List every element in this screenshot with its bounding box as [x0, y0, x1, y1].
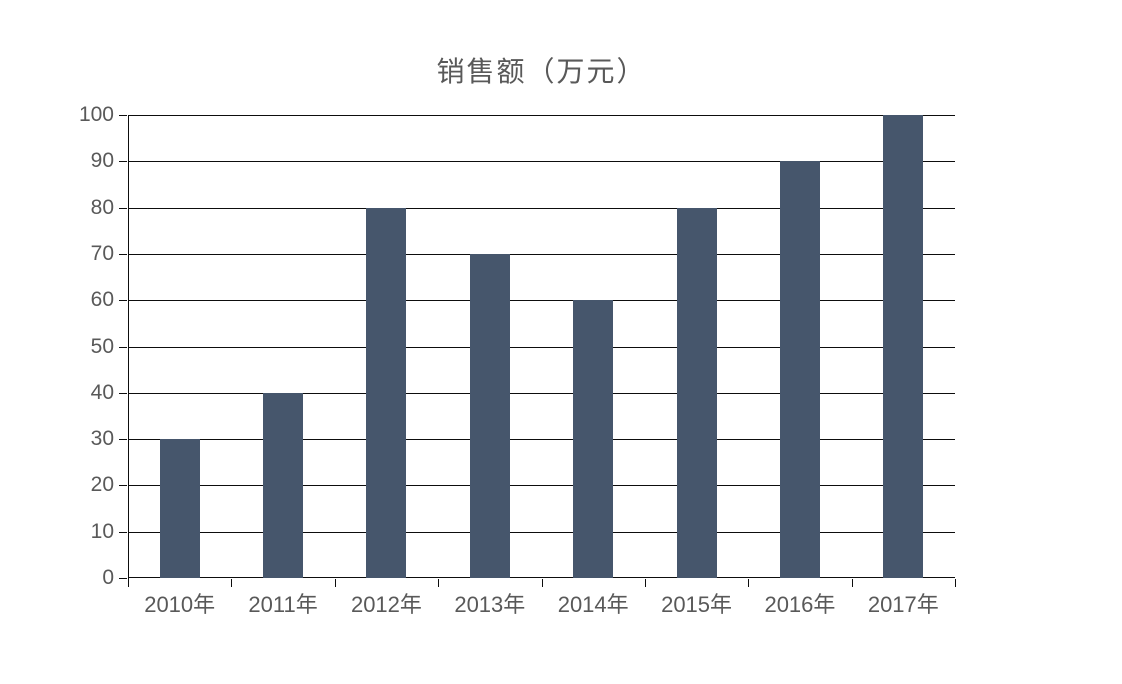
gridline — [128, 207, 955, 209]
plot-area — [119, 115, 956, 587]
gridline — [128, 531, 955, 533]
x-tick-label: 2014年 — [557, 592, 629, 617]
x-axis-line — [128, 577, 955, 578]
y-tick-label: 50 — [90, 334, 114, 358]
bar — [883, 115, 924, 578]
x-axis-tick — [128, 579, 129, 587]
y-tick-label: 90 — [90, 149, 114, 173]
bar — [263, 392, 304, 578]
y-axis-tick — [119, 346, 127, 348]
y-axis-tick — [119, 161, 127, 163]
x-axis-tick — [644, 579, 646, 587]
y-axis-tick — [119, 439, 127, 441]
y-tick-label: 80 — [90, 195, 114, 219]
y-tick-label: 70 — [90, 241, 114, 265]
chart-title: 销售额（万元） — [436, 55, 647, 88]
y-axis-tick — [119, 485, 127, 487]
y-tick-label: 10 — [90, 519, 114, 543]
gridline — [128, 346, 955, 348]
bar — [676, 207, 717, 578]
y-axis-tick — [119, 115, 127, 116]
x-tick-label: 2016年 — [764, 592, 836, 617]
x-tick-label: 2010年 — [144, 592, 216, 617]
x-axis-tick — [541, 579, 543, 587]
bar — [469, 253, 510, 578]
x-axis-tick — [231, 579, 233, 587]
gridline — [128, 115, 955, 116]
y-axis-tick — [119, 531, 127, 533]
x-tick-label: 2015年 — [661, 592, 733, 617]
y-tick-label: 0 — [102, 566, 114, 589]
x-tick-label: 2017年 — [867, 592, 939, 617]
x-axis-tick — [438, 579, 440, 587]
gridline — [128, 253, 955, 255]
bar — [366, 207, 407, 578]
x-axis-tick — [851, 579, 853, 587]
gridline — [128, 439, 955, 441]
x-axis-tick — [334, 579, 336, 587]
gridline — [128, 161, 955, 163]
y-tick-label: 60 — [90, 288, 114, 312]
x-axis-tick — [955, 579, 956, 587]
y-tick-label: 20 — [90, 473, 114, 497]
x-tick-label: 2013年 — [454, 592, 526, 617]
bar — [573, 300, 614, 578]
y-axis-tick — [119, 300, 127, 302]
y-axis-tick — [119, 578, 127, 579]
x-axis-tick — [748, 579, 750, 587]
y-axis-tick — [119, 392, 127, 394]
gridline — [128, 300, 955, 302]
bar — [159, 439, 200, 578]
y-axis-tick — [119, 207, 127, 209]
y-tick-label: 100 — [78, 103, 114, 126]
y-axis-tick — [119, 253, 127, 255]
bar — [779, 161, 820, 578]
gridline — [128, 392, 955, 394]
gridline — [128, 485, 955, 487]
x-tick-label: 2012年 — [350, 592, 422, 617]
y-tick-label: 40 — [90, 380, 114, 404]
y-axis-line — [128, 115, 129, 586]
y-tick-label: 30 — [90, 427, 114, 451]
x-tick-label: 2011年 — [248, 592, 318, 617]
